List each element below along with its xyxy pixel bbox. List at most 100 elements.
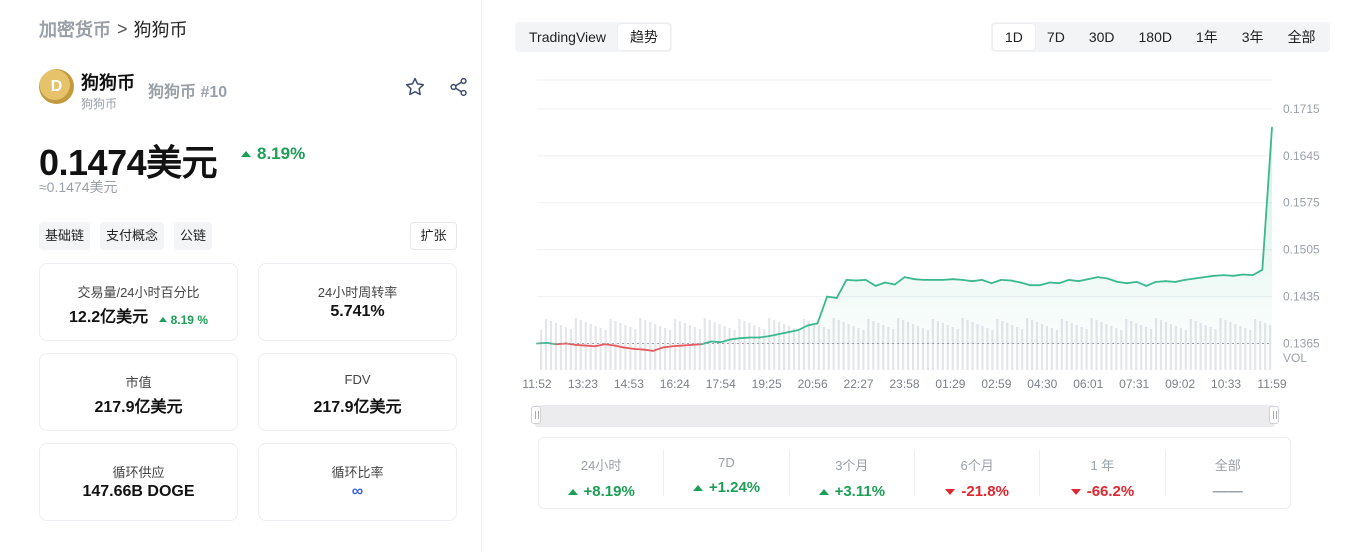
volume-bar bbox=[1080, 327, 1083, 370]
star-icon[interactable] bbox=[404, 76, 426, 103]
volume-bar bbox=[1145, 327, 1148, 370]
tag-item[interactable]: 支付概念 bbox=[100, 222, 165, 250]
volume-bar bbox=[1189, 319, 1192, 370]
price-line-down-segment bbox=[690, 343, 703, 346]
volume-bar bbox=[1209, 327, 1212, 370]
volume-bar bbox=[1179, 328, 1182, 370]
price-line-up-segment bbox=[1000, 278, 1012, 282]
volume-bar bbox=[976, 324, 979, 370]
price-chart[interactable]: 0.1715 0.1645 0.1575 0.1505 0.1435 0.1365 VOL… bbox=[482, 0, 1360, 400]
breadcrumb: 加密货币 > 狗狗币 bbox=[39, 16, 188, 42]
volume-bar bbox=[748, 323, 751, 370]
price-line-up-segment bbox=[797, 324, 809, 332]
x-tick-label: 04:30 bbox=[1027, 377, 1057, 391]
coin-logo: D bbox=[39, 69, 74, 104]
volume-bar bbox=[718, 324, 721, 370]
range-tab[interactable]: 30D bbox=[1088, 29, 1115, 45]
volume-bar bbox=[1254, 319, 1257, 370]
price-line-up-segment bbox=[1058, 278, 1070, 285]
volume-bar bbox=[599, 328, 602, 370]
perf-label: 7D bbox=[718, 455, 735, 470]
price-line-up-segment bbox=[1213, 274, 1225, 277]
stat-value: ∞ bbox=[259, 483, 456, 501]
volume-bar bbox=[941, 323, 944, 370]
range-tab[interactable]: 180D bbox=[1138, 29, 1172, 45]
range-tab[interactable]: 3年 bbox=[1241, 29, 1264, 45]
x-tick-label: 20:56 bbox=[798, 377, 828, 391]
price-line-up-segment bbox=[913, 278, 925, 281]
perf-value-row: +1.24% bbox=[692, 479, 760, 496]
price-line-up-segment bbox=[893, 276, 906, 286]
y-tick-label: 0.1715 bbox=[1283, 102, 1320, 116]
volume-bar bbox=[649, 322, 652, 370]
perf-value: -66.2% bbox=[1086, 483, 1135, 500]
x-tick-label: 23:58 bbox=[889, 377, 919, 391]
price-line-down-segment bbox=[555, 342, 567, 346]
volume-bar bbox=[540, 330, 543, 370]
stat-value-row: 12.2亿美元 8.19 % bbox=[40, 303, 237, 327]
price-area-fill bbox=[537, 127, 1272, 344]
perf-cell: 3个月 +3.11% bbox=[790, 450, 915, 500]
volume-bar bbox=[763, 329, 766, 370]
share-icon[interactable] bbox=[448, 76, 470, 103]
range-tab[interactable]: 全部 bbox=[1287, 29, 1316, 45]
breadcrumb-parent-link[interactable]: 加密货币 bbox=[39, 20, 111, 40]
volume-bar bbox=[1224, 320, 1227, 370]
coin-name: 狗狗币 bbox=[81, 73, 135, 93]
volume-bar bbox=[728, 328, 731, 370]
perf-value: -21.8% bbox=[961, 483, 1009, 500]
volume-bar bbox=[1149, 329, 1153, 370]
price-line-up-segment bbox=[806, 322, 819, 327]
volume-bar bbox=[723, 326, 726, 370]
volume-bar bbox=[708, 320, 711, 370]
perf-value-row: —— bbox=[1213, 483, 1243, 500]
chart-panel: TradingView 趋势 1D 7D 30D 180D 1年 3年 全部 0… bbox=[482, 0, 1360, 552]
chart-type-tabs: TradingView 趋势 bbox=[515, 22, 673, 52]
price-line-up-segment bbox=[787, 329, 800, 334]
tag-item[interactable]: 公链 bbox=[174, 222, 213, 250]
volume-bar bbox=[906, 322, 910, 370]
volume-bar bbox=[1060, 319, 1063, 370]
volume-bar bbox=[837, 320, 840, 370]
volume-bar bbox=[807, 321, 810, 370]
volume-bar bbox=[768, 318, 771, 370]
volume-bar bbox=[792, 328, 796, 370]
range-tab[interactable]: 1年 bbox=[1195, 29, 1218, 45]
volume-bar bbox=[1154, 318, 1158, 370]
tag-item[interactable]: 基础链 bbox=[39, 222, 91, 250]
volume-bar bbox=[688, 325, 691, 370]
price-line-up-segment bbox=[1193, 276, 1206, 280]
volume-bar bbox=[1016, 327, 1019, 370]
slider-right-handle[interactable] bbox=[1269, 406, 1279, 424]
volume-bar bbox=[663, 328, 667, 370]
x-tick-label: 01:29 bbox=[935, 377, 965, 391]
price-line-up-segment bbox=[903, 276, 916, 281]
price-line-up-segment bbox=[758, 335, 771, 339]
price-line-up-segment bbox=[1184, 277, 1196, 281]
tab-tradingview[interactable]: TradingView bbox=[529, 29, 607, 45]
price-line-up-segment bbox=[971, 278, 983, 283]
x-tick-label: 14:53 bbox=[614, 377, 644, 391]
price-line-up-segment bbox=[1126, 280, 1138, 285]
volume-bar bbox=[1055, 330, 1058, 370]
x-tick-label: 07:31 bbox=[1119, 377, 1149, 391]
volume-bar bbox=[753, 325, 756, 370]
volume-bar bbox=[1130, 321, 1133, 370]
tab-trend[interactable]: 趋势 bbox=[618, 24, 671, 50]
price-line-up-segment bbox=[1009, 279, 1022, 284]
slider-left-handle[interactable] bbox=[531, 406, 541, 424]
coin-logo-letter: D bbox=[50, 77, 63, 95]
range-tab[interactable]: 1D bbox=[993, 24, 1035, 50]
range-tab[interactable]: 7D bbox=[1046, 29, 1065, 45]
expand-button[interactable]: 扩张 bbox=[410, 222, 457, 250]
up-arrow-icon bbox=[567, 488, 578, 495]
volume-bar bbox=[862, 330, 865, 370]
price-change-value: 8.19% bbox=[257, 144, 306, 163]
perf-value: —— bbox=[1212, 483, 1243, 500]
range-slider[interactable] bbox=[531, 405, 1279, 427]
perf-cell: 1 年 -66.2% bbox=[1040, 450, 1166, 500]
volume-bar bbox=[1105, 324, 1108, 370]
volume-bar bbox=[589, 324, 592, 370]
breadcrumb-separator: > bbox=[117, 18, 128, 39]
volume-bar bbox=[783, 324, 786, 370]
